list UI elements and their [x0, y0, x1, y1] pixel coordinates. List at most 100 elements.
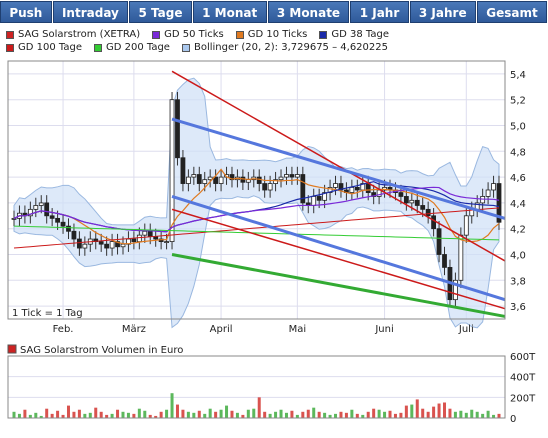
- volume-bar: [110, 413, 114, 418]
- tab-5-tage[interactable]: 5 Tage: [129, 1, 192, 23]
- volume-bar: [186, 411, 190, 418]
- volume-bar: [203, 413, 207, 418]
- candle-body: [38, 202, 44, 206]
- candle-body: [11, 217, 17, 220]
- legend-item-gd10ticks: GD 10 Ticks: [235, 29, 307, 40]
- candle-body: [191, 174, 197, 178]
- volume-bar: [317, 411, 321, 418]
- volume-bar: [339, 411, 343, 418]
- volume-bar: [77, 409, 81, 418]
- candle-body: [371, 192, 377, 197]
- candle-body: [349, 187, 355, 193]
- tab-3-monate[interactable]: 3 Monate: [267, 1, 350, 23]
- volume-bar: [492, 414, 496, 418]
- ma-50-ticks-line: [13, 186, 500, 233]
- volume-bar: [241, 414, 245, 418]
- ma-100-days-line: [13, 207, 500, 249]
- volume-tick-label: 0: [510, 414, 516, 425]
- candle-body: [49, 215, 55, 219]
- volume-bar: [137, 408, 141, 418]
- volume-bar: [263, 411, 267, 418]
- volume-bar: [475, 411, 479, 418]
- candle-body: [136, 234, 142, 242]
- volume-bar: [148, 414, 152, 418]
- volume-bar: [165, 409, 169, 418]
- candle-body: [485, 189, 491, 197]
- tab-1-monat[interactable]: 1 Monat: [192, 1, 267, 23]
- volume-bar: [393, 413, 397, 418]
- candle-body: [382, 187, 387, 191]
- trend-line-blue-upper: [171, 117, 506, 220]
- candle-body: [436, 228, 442, 255]
- volume-bar: [459, 410, 463, 418]
- candle-body: [365, 183, 371, 193]
- legend-item-bollinger: Bollinger (20, 2): 3,729675 – 4,620225: [181, 42, 388, 53]
- y-tick-label: 4,8: [510, 147, 526, 158]
- legend-label: GD 100 Tage: [18, 42, 82, 53]
- legend-row-1: SAG Solarstrom (XETRA) GD 50 Ticks GD 10…: [6, 29, 389, 40]
- legend-swatch-icon: [152, 30, 161, 39]
- volume-bar: [66, 405, 70, 418]
- volume-bar: [126, 412, 130, 418]
- volume-bar: [453, 411, 457, 418]
- x-tick-label: Mai: [289, 324, 307, 335]
- volume-bar: [88, 412, 92, 418]
- volume-bar: [404, 405, 408, 418]
- candle-body: [109, 241, 115, 249]
- volume-bar: [355, 413, 359, 418]
- candle-body: [496, 183, 502, 223]
- legend-swatch-icon: [181, 43, 190, 52]
- candle-body: [403, 196, 409, 204]
- tab-1-jahr[interactable]: 1 Jahr: [350, 1, 409, 23]
- volume-bar: [208, 408, 212, 418]
- candle-body: [245, 179, 251, 183]
- candle-body: [354, 187, 360, 191]
- legend-swatch-icon: [93, 43, 102, 52]
- x-tick-label: April: [210, 324, 233, 335]
- legend-swatch-icon: [6, 30, 14, 39]
- candle-body: [316, 196, 322, 201]
- volume-grid: [8, 355, 505, 419]
- volume-plot-frame: [7, 355, 506, 419]
- candle-body: [44, 202, 50, 217]
- candle-body: [98, 241, 104, 245]
- volume-bar: [323, 412, 327, 418]
- volume-bar: [328, 414, 332, 418]
- volume-bar: [464, 412, 468, 418]
- volume-bar: [437, 403, 441, 418]
- volume-bar: [235, 412, 239, 418]
- y-tick-label: 5,4: [510, 70, 526, 81]
- volume-bars: [12, 393, 501, 418]
- volume-bar: [50, 413, 54, 418]
- y-tick-label: 4,0: [510, 251, 526, 262]
- tab-intraday[interactable]: Intraday: [52, 1, 129, 23]
- y-tick-label: 4,4: [510, 199, 526, 210]
- legend-label: GD 200 Tage: [105, 42, 170, 53]
- tab-gesamt[interactable]: Gesamt: [476, 1, 547, 23]
- period-tabs: Push Intraday 5 Tage 1 Monat 3 Monate 1 Jahr 3…: [0, 0, 548, 24]
- trend-lines: [171, 70, 506, 318]
- legend-swatch-icon: [6, 43, 14, 52]
- volume-tick-label: 600T: [510, 352, 536, 363]
- candle-body: [338, 183, 344, 191]
- candle-body: [66, 225, 71, 232]
- volume-bar: [383, 411, 387, 418]
- volume-tick-label: 400T: [510, 373, 536, 384]
- candle-body: [442, 254, 447, 268]
- candle-body: [180, 157, 186, 184]
- x-axis-labels: Feb. März April Mai Juni Juli: [53, 324, 474, 335]
- volume-bar: [432, 406, 436, 418]
- volume-bar: [34, 412, 38, 418]
- x-tick-label: März: [122, 324, 146, 335]
- tab-3-jahre[interactable]: 3 Jahre: [409, 1, 476, 23]
- volume-bar: [132, 413, 136, 418]
- volume-bar: [470, 409, 474, 418]
- legend-label: GD 50 Ticks: [164, 29, 224, 40]
- volume-bar: [116, 409, 120, 418]
- volume-bar: [170, 393, 174, 418]
- candle-body: [76, 238, 82, 249]
- candle-body: [169, 99, 175, 242]
- tab-push[interactable]: Push: [0, 1, 52, 23]
- legend-label: Bollinger (20, 2): 3,729675 – 4,620225: [193, 42, 388, 53]
